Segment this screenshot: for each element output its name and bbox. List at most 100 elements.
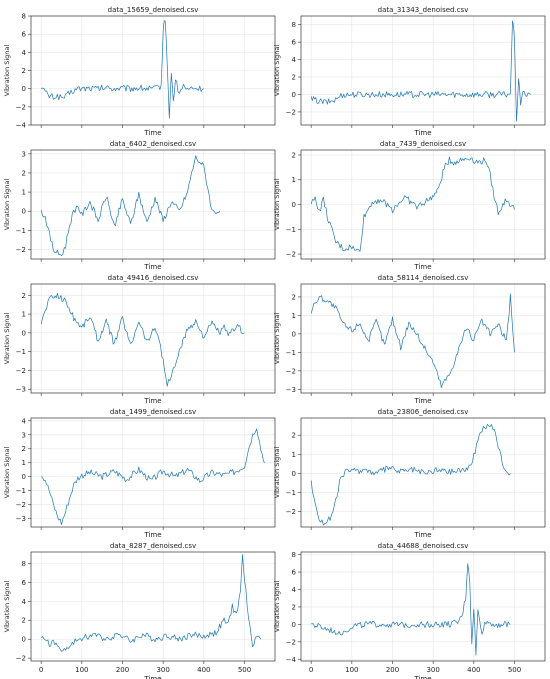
y-tick-label: 2 — [292, 293, 296, 301]
y-tick-label: 1 — [292, 312, 296, 320]
subplot-9: data_8287_denoised.csv −2 0 2 4 6 8 0 100 200 300 4… — [3, 542, 276, 679]
y-tick-label: 2 — [22, 67, 26, 75]
y-tick-label: −3 — [16, 515, 26, 523]
y-tick-label: −1 — [286, 349, 296, 357]
y-tick-label: 4 — [22, 598, 27, 606]
series-line — [310, 423, 511, 526]
y-tick-label: 0 — [22, 208, 26, 216]
subplot-8: data_23806_denoised.csv −2 −1 0 1 2 Time Vibrat… — [273, 408, 546, 539]
x-axis-label: Time — [413, 263, 431, 271]
plot-frame — [300, 417, 546, 528]
x-axis-label: Time — [413, 675, 431, 679]
y-tick-label: 1 — [22, 459, 26, 467]
x-tick-label: 300 — [156, 666, 169, 674]
y-tick-label: 8 — [22, 560, 26, 568]
subplot-3: data_6402_denoised.csv −2 −1 0 1 2 3 Time Vibrat… — [3, 140, 276, 271]
y-tick-label: −2 — [16, 655, 26, 663]
series-line — [310, 156, 515, 252]
y-tick-label: −2 — [16, 367, 26, 375]
y-tick-label: −1 — [286, 489, 296, 497]
y-tick-label: −1 — [16, 487, 26, 495]
y-tick-label: 4 — [292, 56, 297, 64]
y-axis-label: Vibration Signal — [273, 45, 281, 97]
y-tick-label: 0 — [22, 473, 26, 481]
y-tick-label: 0 — [22, 329, 26, 337]
y-tick-label: 2 — [292, 151, 296, 159]
y-tick-label: 2 — [22, 292, 26, 300]
x-axis-label: Time — [413, 397, 431, 405]
subplot-6: data_58114_denoised.csv −3 −2 −1 0 1 2 Time Vibr… — [273, 274, 546, 405]
y-axis-label: Vibration Signal — [3, 179, 11, 231]
x-axis-label: Time — [143, 675, 161, 679]
y-tick-label: 8 — [22, 13, 26, 21]
y-tick-label: −3 — [286, 386, 296, 394]
y-tick-label: −2 — [286, 251, 296, 259]
y-tick-label: 2 — [292, 603, 296, 611]
y-tick-label: −1 — [16, 227, 26, 235]
series-line — [40, 292, 245, 387]
y-tick-label: 1 — [22, 311, 26, 319]
x-tick-label: 500 — [508, 666, 521, 674]
x-tick-label: 200 — [116, 666, 129, 674]
y-axis-label: Vibration Signal — [3, 447, 11, 499]
subplot-1: data_15659_denoised.csv −4 −2 0 2 4 6 8 Time Vibr… — [3, 6, 276, 137]
x-tick-label: 300 — [426, 666, 439, 674]
x-tick-label: 400 — [467, 666, 480, 674]
y-tick-label: 8 — [292, 551, 296, 559]
subplot-title: data_49416_denoised.csv — [108, 274, 199, 282]
y-tick-label: 0 — [292, 91, 296, 99]
subplot-title: data_7439_denoised.csv — [380, 140, 466, 148]
x-axis-label: Time — [143, 531, 161, 539]
y-tick-label: −1 — [16, 348, 26, 356]
subplot-title: data_23806_denoised.csv — [378, 408, 469, 416]
subplot-title: data_15659_denoised.csv — [108, 6, 199, 14]
x-axis-label: Time — [413, 129, 431, 137]
x-tick-label: 0 — [39, 666, 43, 674]
series-line — [310, 293, 515, 388]
y-tick-label: −2 — [16, 103, 26, 111]
y-tick-label: −4 — [286, 656, 297, 664]
x-tick-label: 100 — [75, 666, 88, 674]
y-tick-label: −2 — [286, 508, 296, 516]
y-tick-label: −2 — [286, 108, 296, 116]
y-tick-label: 2 — [292, 432, 296, 440]
y-tick-label: 0 — [22, 85, 26, 93]
y-tick-label: 2 — [22, 617, 26, 625]
y-tick-label: 0 — [292, 330, 296, 338]
y-tick-label: 0 — [292, 470, 296, 478]
y-tick-label: 2 — [22, 169, 26, 177]
y-tick-label: −2 — [16, 501, 26, 509]
y-tick-label: 8 — [292, 21, 296, 29]
y-axis-label: Vibration Signal — [273, 447, 281, 499]
subplot-title: data_6402_denoised.csv — [110, 140, 196, 148]
y-tick-label: 1 — [292, 176, 296, 184]
subplot-2: data_31343_denoised.csv −2 0 2 4 6 8 Time Vibrat… — [273, 6, 546, 137]
plot-frame — [30, 417, 276, 528]
y-tick-label: 6 — [292, 39, 297, 47]
y-axis-label: Vibration Signal — [3, 581, 11, 633]
plot-frame — [300, 551, 546, 662]
plot-frame — [30, 15, 276, 126]
subplot-5: data_49416_denoised.csv −3 −2 −1 0 1 2 Time Vibr… — [3, 274, 276, 405]
y-axis-label: Vibration Signal — [273, 313, 281, 365]
y-tick-label: 6 — [22, 31, 27, 39]
x-tick-label: 400 — [197, 666, 210, 674]
x-axis-label: Time — [413, 531, 431, 539]
series-line — [40, 155, 221, 256]
x-axis-label: Time — [143, 397, 161, 405]
y-tick-label: 4 — [22, 49, 27, 57]
y-tick-label: −2 — [16, 246, 26, 254]
y-tick-label: −2 — [286, 367, 296, 375]
y-tick-label: −3 — [16, 386, 26, 394]
x-tick-label: 500 — [238, 666, 251, 674]
y-tick-label: 0 — [22, 636, 26, 644]
subplot-title: data_8287_denoised.csv — [110, 542, 196, 550]
series-line — [40, 554, 262, 652]
x-tick-label: 100 — [345, 666, 358, 674]
plot-frame — [30, 551, 276, 662]
y-axis-label: Vibration Signal — [3, 313, 11, 365]
series-line — [310, 20, 532, 122]
series-line — [41, 428, 266, 526]
x-axis-label: Time — [143, 263, 161, 271]
